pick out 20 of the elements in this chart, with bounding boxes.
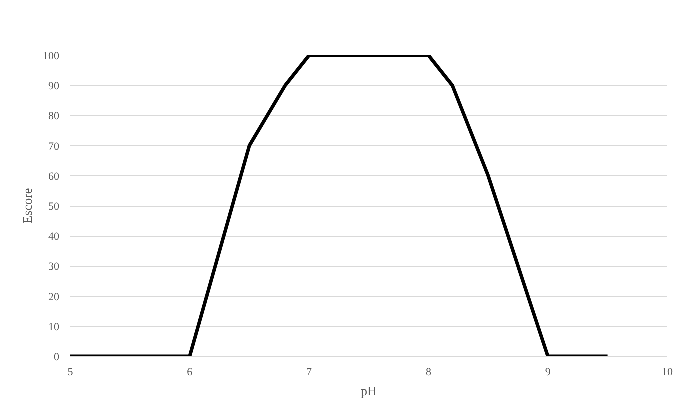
y-tick-label: 50 <box>48 201 60 213</box>
y-tick-label: 10 <box>48 321 60 334</box>
y-tick-label: 40 <box>48 231 60 244</box>
x-tick-label: 10 <box>662 366 674 378</box>
y-tick-label: 100 <box>43 50 60 62</box>
x-tick-label: 8 <box>426 366 432 378</box>
x-tick-label: 6 <box>187 366 194 378</box>
x-tick-label: 9 <box>545 366 552 378</box>
y-tick-label: 0 <box>54 352 60 364</box>
y-tick-label: 20 <box>48 291 60 304</box>
x-tick-label: 7 <box>306 366 313 378</box>
y-tick-label: 30 <box>48 261 60 274</box>
x-tick-label: 5 <box>68 366 74 378</box>
line-series <box>70 56 610 356</box>
y-tick-label: 80 <box>48 110 60 123</box>
y-tick-label: 70 <box>48 140 60 153</box>
y-axis-title: Escore <box>20 188 35 224</box>
y-tick-label: 90 <box>48 80 60 93</box>
y-tick-label: 60 <box>48 170 60 183</box>
x-axis-title: pH <box>361 384 377 398</box>
